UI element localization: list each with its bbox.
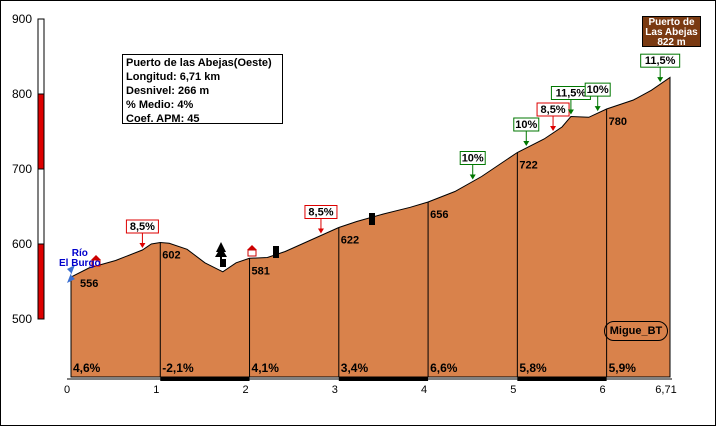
- gradient-marker-arrow: [469, 174, 476, 180]
- y-tick-label: 600: [12, 237, 32, 251]
- y-tick-label: 800: [12, 87, 32, 101]
- gradient-marker-box: [459, 151, 486, 165]
- gradient-marker-label: 10%: [515, 119, 537, 131]
- summit-label: Puerto de Las Abejas 822 m: [642, 16, 701, 48]
- info-box: Puerto de las Abejas(Oeste) Longitud: 6,…: [122, 54, 283, 125]
- x-tick-label: 1: [153, 384, 159, 396]
- segment-gradient-label: 5,8%: [519, 361, 547, 375]
- y-scale-block: [37, 18, 45, 95]
- y-tick-label: 500: [12, 312, 32, 326]
- gradient-marker-arrow: [657, 77, 664, 83]
- gradient-marker-label: 11,5%: [645, 55, 676, 67]
- segment-gradient-label: 3,4%: [341, 361, 369, 375]
- info-title: Puerto de las Abejas(Oeste): [126, 57, 272, 69]
- segment-gradient-label: -2,1%: [162, 361, 194, 375]
- gradient-marker-label: 8,5%: [130, 221, 155, 233]
- x-scale-block: [517, 377, 607, 381]
- y-scale-block: [37, 168, 45, 245]
- x-axis: 0 1 2 3 4 5 6 6,71: [64, 377, 677, 396]
- x-tick-label: 0: [64, 384, 70, 396]
- info-elevation-gain: Desnivel: 266 m: [126, 85, 210, 97]
- gradient-marker-arrow: [594, 106, 601, 112]
- tree-icon: [215, 242, 227, 261]
- summit-line-3: 822 m: [657, 37, 686, 48]
- info-average-gradient: % Medio: 4%: [126, 99, 194, 111]
- start-label: Río El Burgo: [59, 249, 101, 269]
- segment-gradient-label: 4,1%: [252, 361, 280, 375]
- segment-altitude-label: 780: [609, 116, 627, 128]
- y-axis: 900 800 700 600 500: [12, 12, 45, 326]
- gradient-marker-arrow: [317, 228, 324, 234]
- x-tick-label: 2: [242, 384, 248, 396]
- gradient-marker-box: [584, 82, 611, 97]
- signature: Migue_BT: [604, 321, 668, 341]
- gradient-marker-label: 10%: [462, 153, 484, 165]
- gradient-marker-label: 8,5%: [308, 207, 333, 219]
- gradient-marker-arrow: [550, 126, 557, 131]
- y-scale-block: [37, 93, 45, 170]
- start-altitude-label: 556: [80, 278, 98, 290]
- x-scale-block: [338, 377, 429, 381]
- segment-gradient-label: 4,6%: [73, 361, 101, 375]
- bridge-icon: [220, 213, 375, 267]
- gradient-marker-arrow: [523, 141, 530, 146]
- house-icon-start: [91, 255, 101, 267]
- house-icon: [247, 245, 257, 257]
- gradient-markers: 8,5%8,5%10%10%8,5%11,5% 10%11,5%: [125, 53, 681, 248]
- gradient-marker-box: [304, 205, 338, 219]
- segment-altitude-label: 622: [341, 235, 359, 247]
- x-tick-label: 6: [600, 384, 606, 396]
- profile-area: [70, 76, 671, 378]
- y-scale-block: [37, 243, 45, 320]
- gradient-marker-label: 8,5%: [541, 104, 566, 116]
- y-tick-label: 900: [12, 12, 32, 26]
- gradient-marker-label: 10%: [587, 84, 609, 96]
- segment-altitude-label: 602: [162, 250, 180, 262]
- gradient-marker-box: [640, 53, 681, 68]
- segment-altitude-label: 722: [519, 160, 537, 172]
- info-length: Longitud: 6,71 km: [126, 71, 221, 83]
- x-tick-label: 3: [332, 384, 338, 396]
- gradient-marker-arrow: [567, 109, 574, 115]
- x-tick-label: 6,71: [655, 384, 676, 396]
- segment-gradient-label: 6,6%: [430, 361, 458, 375]
- info-coefficient: Coef. APM: 45: [126, 113, 200, 125]
- x-tick-label: 5: [510, 384, 516, 396]
- gradient-marker-box: [513, 117, 540, 132]
- summit-line-2: Las Abejas: [645, 27, 698, 38]
- gradient-marker-label: 11,5%: [556, 88, 587, 100]
- y-tick-label: 700: [12, 162, 32, 176]
- elevation-area: [70, 76, 671, 378]
- x-tick-label: 4: [421, 384, 427, 396]
- segment-altitude-label: 656: [430, 209, 448, 221]
- river-icon: [67, 265, 75, 283]
- summit-line-1: Puerto de: [648, 17, 695, 28]
- x-scale-block: [160, 377, 250, 381]
- start-line-2: El Burgo: [59, 258, 101, 269]
- decorations: [67, 213, 375, 283]
- start-line-1: Río: [71, 248, 88, 259]
- gradient-marker-box: [125, 219, 159, 234]
- segment-lines: 556 602 4,6% 581 -2,1% 622 4,1% 656 3,4% 722 6,6% 7…: [73, 77, 671, 377]
- segment-gradient-label: 5,9%: [609, 361, 637, 375]
- gradient-marker-arrow: [139, 243, 146, 248]
- segment-altitude-label: 581: [252, 265, 270, 277]
